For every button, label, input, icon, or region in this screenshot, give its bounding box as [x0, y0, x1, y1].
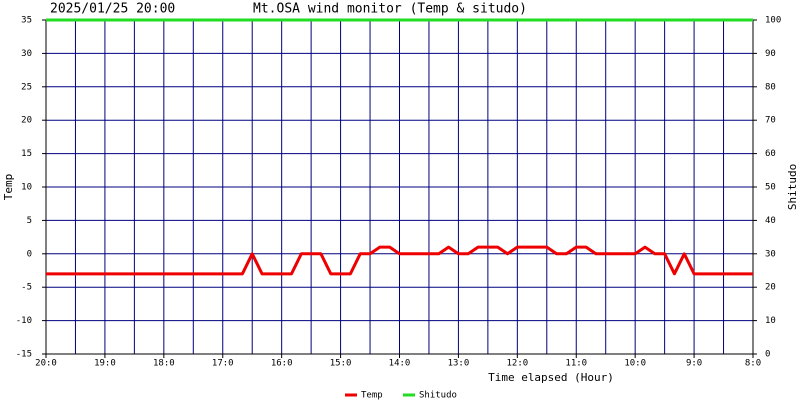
y-tick-label: 10 [21, 183, 32, 193]
y2-tick-label: 80 [765, 82, 776, 92]
y-tick-label: 15 [21, 149, 32, 159]
y2-tick-label: 30 [765, 249, 776, 259]
x-tick-label: 20:0 [35, 359, 57, 369]
chart-title: Mt.OSA wind monitor (Temp & situdo) [253, 2, 527, 17]
x-tick-label: 13:0 [448, 359, 470, 369]
y2-axis-label: Shitudo [786, 164, 799, 210]
series-line [46, 245, 753, 276]
y2-tick-label: 40 [765, 216, 776, 226]
chart-subtitle: 2025/01/25 20:00 [50, 2, 175, 17]
x-tick-label: 11:0 [565, 359, 587, 369]
y-tick-label: -5 [21, 283, 32, 293]
x-tick-label: 10:0 [624, 359, 646, 369]
y2-tick-label: 20 [765, 283, 776, 293]
x-tick-label: 12:0 [506, 359, 528, 369]
y2-tick-label: 100 [765, 16, 781, 26]
y2-tick-label: 0 [765, 350, 770, 360]
y2-tick-label: 70 [765, 116, 776, 126]
y-tick-label: -10 [16, 316, 32, 326]
y2-tick-label: 90 [765, 49, 776, 59]
y2-tick-label: 10 [765, 316, 776, 326]
y2-tick-label: 60 [765, 149, 776, 159]
y-tick-label: 5 [27, 216, 32, 226]
x-tick-label: 17:0 [212, 359, 234, 369]
y-tick-label: 35 [21, 16, 32, 26]
y-tick-label: 30 [21, 49, 32, 59]
x-axis-label: Time elapsed (Hour) [488, 371, 614, 384]
x-tick-label: 14:0 [389, 359, 411, 369]
y-tick-label: 0 [27, 249, 32, 259]
y-tick-label: 25 [21, 82, 32, 92]
x-tick-label: 9:0 [686, 359, 702, 369]
x-tick-label: 18:0 [153, 359, 175, 369]
y2-tick-label: 50 [765, 183, 776, 193]
x-tick-label: 8:0 [745, 359, 761, 369]
y-tick-label: -15 [16, 350, 32, 360]
x-tick-label: 16:0 [271, 359, 293, 369]
y-axis-label: Temp [2, 174, 15, 201]
x-tick-label: 15:0 [330, 359, 352, 369]
x-tick-label: 19:0 [94, 359, 116, 369]
legend-label: Shitudo [419, 391, 457, 400]
legend-label: Temp [361, 391, 383, 400]
y-tick-label: 20 [21, 116, 32, 126]
